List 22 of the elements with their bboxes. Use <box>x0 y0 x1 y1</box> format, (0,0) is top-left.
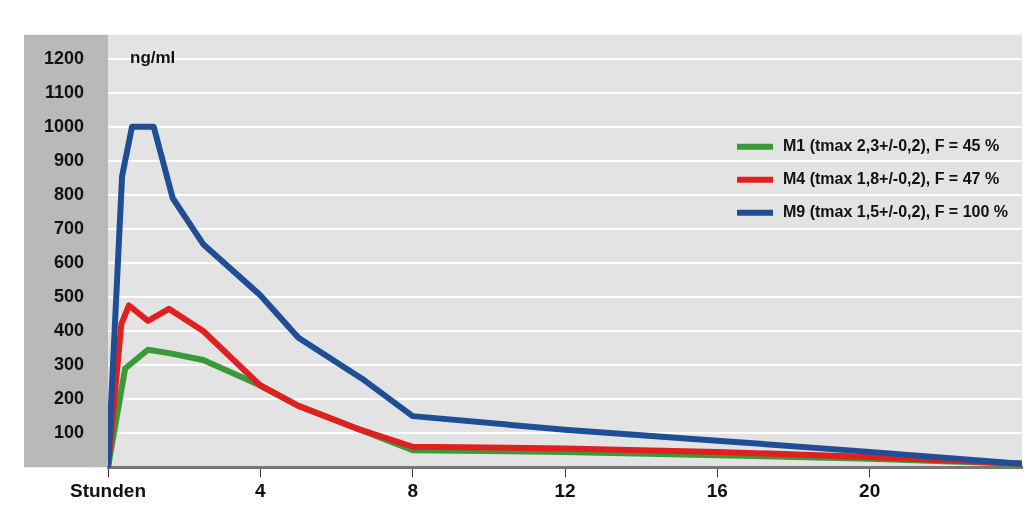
x-tick-label: Stunden <box>70 479 146 501</box>
y-tick-label: 1000 <box>43 115 84 136</box>
x-tick-label: 20 <box>859 479 881 501</box>
y-tick-label: 100 <box>53 422 84 443</box>
y-tick-label: 500 <box>53 285 84 306</box>
legend-label: M9 (tmax 1,5+/-0,2), F = 100 % <box>783 203 1009 221</box>
y-tick-label: 200 <box>53 388 84 409</box>
x-tick-label: 4 <box>255 479 267 501</box>
y-tick-label: 600 <box>53 251 84 272</box>
y-tick-label: 800 <box>53 183 84 204</box>
legend-label: M1 (tmax 2,3+/-0,2), F = 45 % <box>783 137 1000 155</box>
y-tick-label: 1100 <box>44 81 84 102</box>
y-tick-label: 400 <box>53 319 84 340</box>
x-tick-label: 8 <box>407 479 418 501</box>
y-axis-title: ng/ml <box>130 48 176 68</box>
legend-label: M4 (tmax 1,8+/-0,2), F = 47 % <box>783 170 1000 188</box>
y-tick-label: 1200 <box>43 47 84 68</box>
x-tick-label: 12 <box>554 479 576 501</box>
y-tick-label: 300 <box>53 354 84 375</box>
y-tick-label: 900 <box>53 149 84 170</box>
y-tick-label: 700 <box>53 217 84 238</box>
x-tick-label: 16 <box>706 479 728 501</box>
